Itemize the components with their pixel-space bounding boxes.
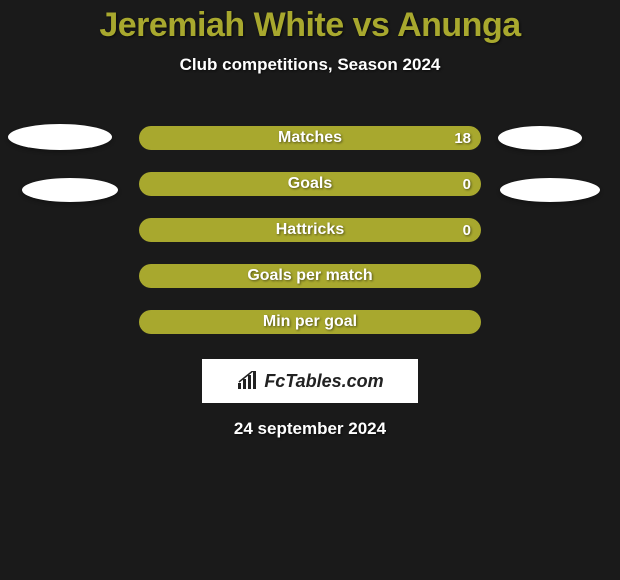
player-ellipse-left-2 — [22, 178, 118, 202]
stat-value: 0 — [463, 222, 471, 239]
date-text: 24 september 2024 — [0, 419, 620, 439]
stat-label: Matches — [278, 129, 342, 147]
stat-rows: Matches 18 Goals 0 Hattricks 0 Goals per… — [0, 115, 620, 345]
stat-row: Hattricks 0 — [0, 207, 620, 253]
stat-label: Min per goal — [263, 313, 357, 331]
logo-text: FcTables.com — [264, 371, 383, 392]
stat-bar-goals: Goals 0 — [139, 172, 481, 196]
player-ellipse-left-1 — [8, 124, 112, 150]
logo-box: FcTables.com — [202, 359, 418, 403]
player-ellipse-right-2 — [500, 178, 600, 202]
chart-icon — [236, 371, 260, 391]
stat-bar-hattricks: Hattricks 0 — [139, 218, 481, 242]
logo: FcTables.com — [236, 371, 383, 392]
page-title: Jeremiah White vs Anunga — [0, 0, 620, 45]
stat-row: Goals per match — [0, 253, 620, 299]
stat-bar-matches: Matches 18 — [139, 126, 481, 150]
stat-label: Goals per match — [247, 267, 372, 285]
stat-label: Goals — [288, 175, 332, 193]
stat-value: 18 — [454, 130, 471, 147]
stat-bar-min-per-goal: Min per goal — [139, 310, 481, 334]
stat-value: 0 — [463, 176, 471, 193]
stat-bar-goals-per-match: Goals per match — [139, 264, 481, 288]
stat-row: Min per goal — [0, 299, 620, 345]
stat-label: Hattricks — [276, 221, 344, 239]
player-ellipse-right-1 — [498, 126, 582, 150]
subtitle: Club competitions, Season 2024 — [0, 55, 620, 75]
